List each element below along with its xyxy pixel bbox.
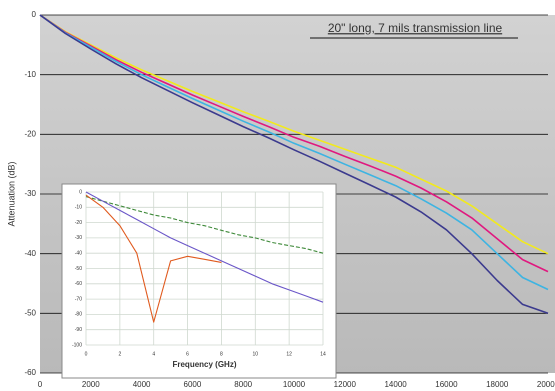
- y-tick-label: -10: [75, 205, 82, 211]
- y-tick-label: -100: [72, 342, 82, 348]
- y-tick-label: -20: [75, 220, 82, 226]
- page: {"chart_data": [ {"type": "line", "annot…: [0, 0, 555, 391]
- y-tick-label: -20: [24, 129, 36, 138]
- y-tick-label: -30: [24, 189, 36, 198]
- x-tick-label: 4: [152, 351, 155, 357]
- y-tick-label: -50: [24, 308, 36, 317]
- x-tick-label: 2: [118, 351, 121, 357]
- x-tick-label: 8: [220, 351, 223, 357]
- x-tick-label: 6: [186, 351, 189, 357]
- x-tick-label: 10: [253, 351, 259, 357]
- x-tick-label: 12000: [334, 380, 357, 389]
- y-tick-label: -40: [24, 249, 36, 258]
- x-tick-label: 12: [286, 351, 292, 357]
- inset-frame: [62, 184, 336, 378]
- y-tick-label: -30: [75, 235, 82, 241]
- y-tick-label: -80: [75, 312, 82, 318]
- y-tick-label: -10: [24, 70, 36, 79]
- x-tick-label: 4000: [133, 380, 151, 389]
- x-tick-label: 0: [85, 351, 88, 357]
- x-tick-label: 14: [320, 351, 326, 357]
- x-tick-label: 14000: [384, 380, 407, 389]
- x-tick-label: 0: [38, 380, 43, 389]
- y-tick-label: -60: [75, 281, 82, 287]
- x-axis-label: Frequency (GHz): [172, 360, 236, 369]
- y-tick-label: 0: [32, 10, 37, 19]
- x-tick-label: 2000: [82, 380, 100, 389]
- chart: Attenuation (dB) 20" long, 7 mils transm…: [0, 0, 555, 391]
- y-tick-label: -60: [24, 368, 36, 377]
- x-tick-label: 18000: [486, 380, 509, 389]
- y-tick-label: -50: [75, 266, 82, 272]
- y-tick-label: -70: [75, 296, 82, 302]
- y-tick-label: -90: [75, 327, 82, 333]
- x-tick-label: 10000: [283, 380, 306, 389]
- y-axis-label: Attenuation (dB): [6, 161, 16, 226]
- annotation: 20" long, 7 mils transmission line: [328, 21, 503, 35]
- x-tick-label: 16000: [435, 380, 458, 389]
- x-tick-label: 6000: [184, 380, 202, 389]
- y-tick-label: 0: [79, 189, 82, 195]
- y-tick-label: -40: [75, 251, 82, 257]
- x-tick-label: 8000: [234, 380, 252, 389]
